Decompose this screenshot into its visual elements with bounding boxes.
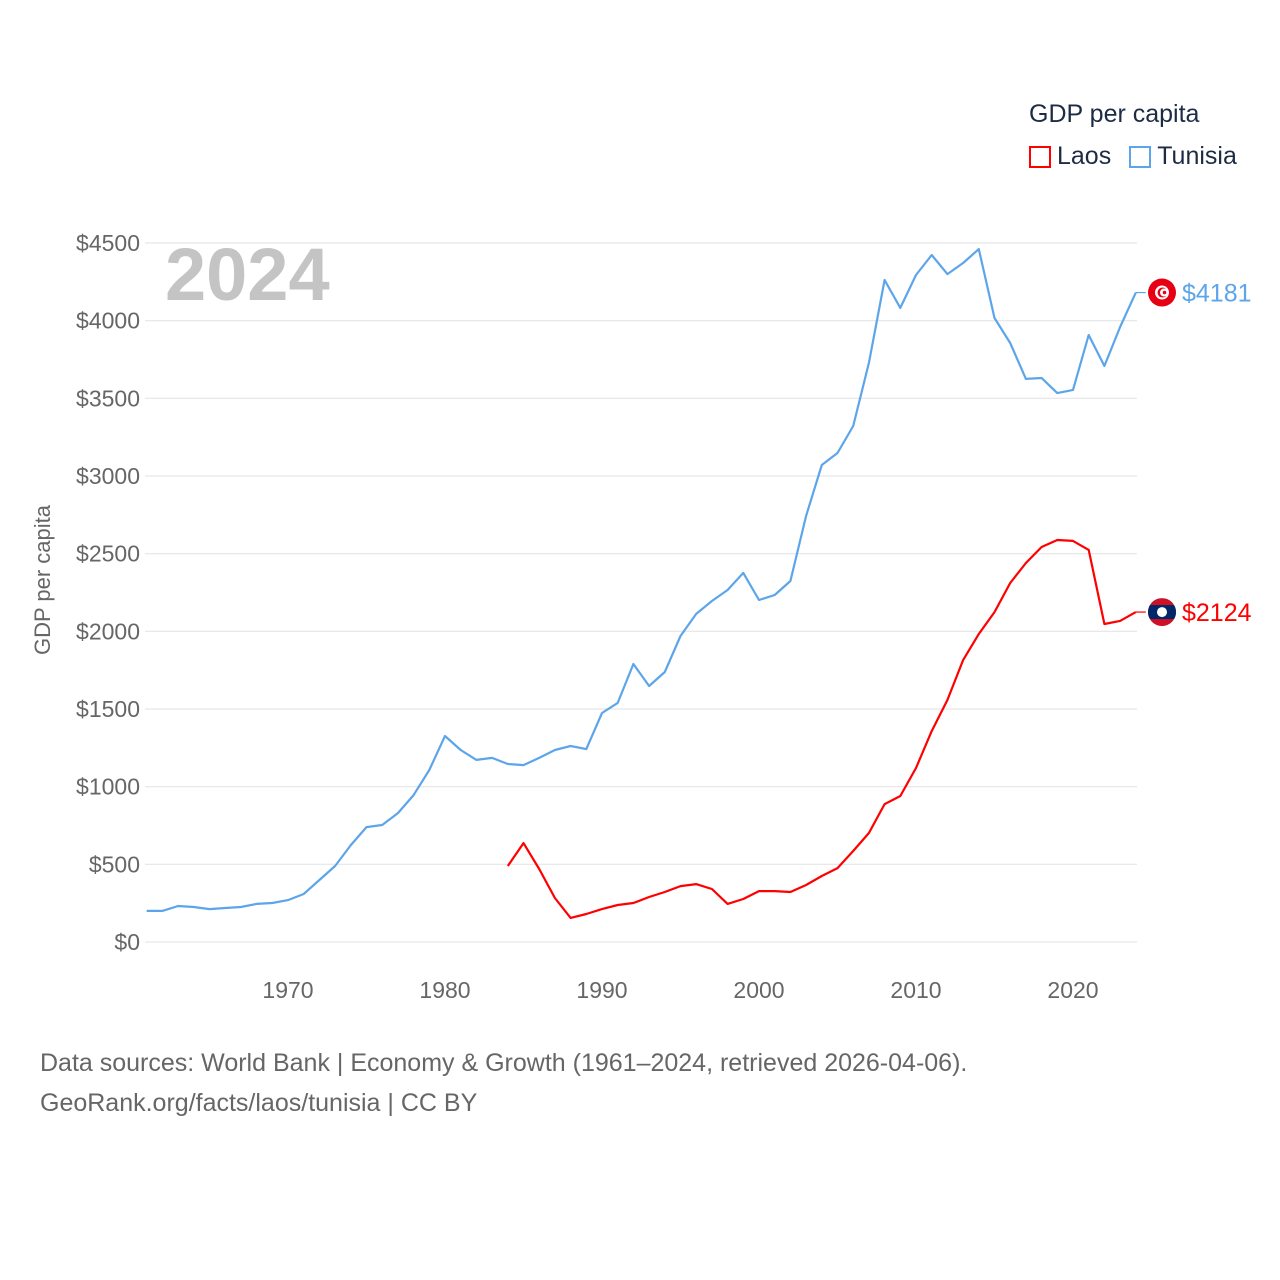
laos-flag-icon [1148, 598, 1176, 627]
footer: Data sources: World Bank | Economy & Gro… [40, 1043, 967, 1123]
legend-item-tunisia[interactable]: Tunisia [1129, 142, 1237, 171]
x-tick-label: 2010 [890, 977, 941, 1003]
y-tick-label: $2500 [76, 541, 140, 567]
y-tick-label: $3000 [76, 463, 140, 489]
year-watermark: 2024 [165, 233, 330, 316]
y-tick-label: $1000 [76, 774, 140, 800]
tunisia-flag-icon [1148, 278, 1176, 307]
legend-title: GDP per capita [1029, 100, 1200, 128]
y-tick-label: $4000 [76, 308, 140, 334]
legend-swatch-tunisia [1129, 145, 1152, 168]
end-value-label-laos: $2124 [1182, 599, 1252, 627]
legend-item-laos[interactable]: Laos [1029, 142, 1111, 171]
x-tick-label: 1980 [419, 977, 470, 1003]
x-tick-label: 2000 [733, 977, 784, 1003]
y-tick-label: $0 [114, 929, 140, 955]
legend-label-tunisia: Tunisia [1157, 142, 1237, 170]
y-tick-label: $500 [89, 851, 140, 877]
y-tick-label: $2000 [76, 618, 140, 644]
legend-label-laos: Laos [1057, 142, 1112, 170]
y-tick-label: $1500 [76, 696, 140, 722]
legend-swatch-laos [1029, 145, 1051, 168]
x-tick-label: 2020 [1047, 977, 1098, 1003]
y-axis-label: GDP per capita [30, 504, 55, 655]
footer-credit[interactable]: GeoRank.org/facts/laos/tunisia | CC BY [40, 1089, 478, 1117]
y-tick-label: $3500 [76, 385, 140, 411]
series-line-laos [506, 538, 1137, 920]
end-value-label-tunisia: $4181 [1182, 280, 1252, 308]
legend: Laos Tunisia [1029, 142, 1255, 171]
x-tick-label: 1990 [576, 977, 627, 1003]
footer-source: Data sources: World Bank | Economy & Gro… [40, 1049, 968, 1077]
y-tick-label: $4500 [76, 230, 140, 256]
series-line-tunisia [146, 248, 1137, 913]
x-tick-label: 1970 [262, 977, 313, 1003]
